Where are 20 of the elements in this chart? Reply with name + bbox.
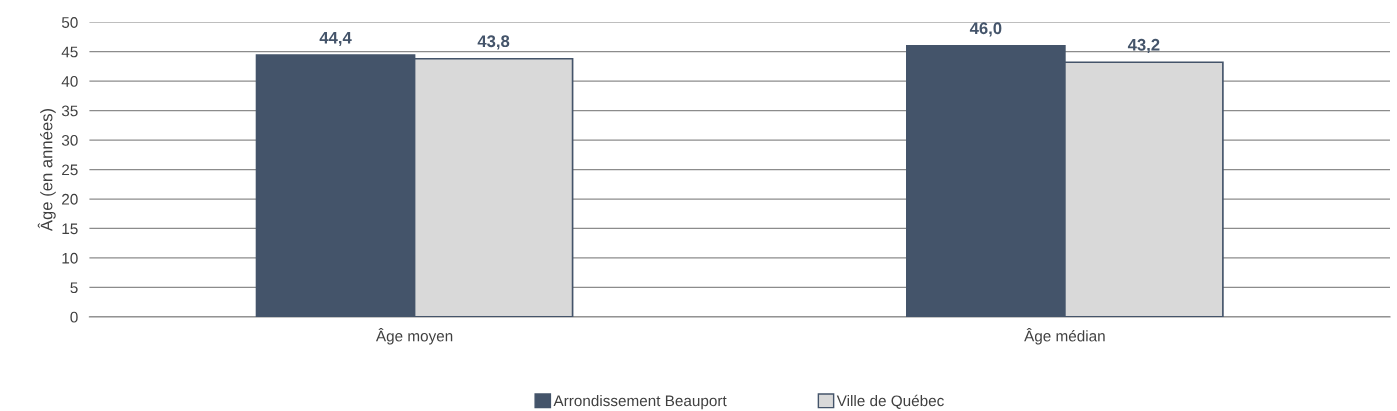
data-label: 46,0	[969, 22, 1002, 37]
x-tick-label: Âge moyen	[375, 327, 453, 345]
y-tick-label: 5	[70, 282, 78, 294]
y-tick-label: 45	[61, 46, 78, 58]
y-tick-label: 50	[61, 17, 78, 28]
y-tick-label: 20	[62, 193, 78, 205]
y-tick-label: 0	[70, 311, 78, 323]
y-tick-label: 40	[61, 76, 78, 87]
y-axis-title: Âge (en années)	[37, 108, 56, 232]
data-label: 44,4	[319, 31, 352, 46]
legend-label: Ville de Québec	[836, 394, 944, 409]
y-tick-label: 35	[61, 105, 78, 117]
y-tick-label: 15	[62, 223, 78, 235]
legend-label: Arrondissement Beauport	[553, 394, 727, 410]
y-tick-label: 25	[62, 164, 78, 176]
y-tick-label: 10	[62, 252, 78, 264]
y-tick-label: 30	[61, 134, 78, 146]
x-tick-label: Âge médian	[1024, 327, 1105, 345]
data-label: 43,2	[1127, 38, 1160, 54]
data-label: 43,8	[477, 35, 510, 50]
